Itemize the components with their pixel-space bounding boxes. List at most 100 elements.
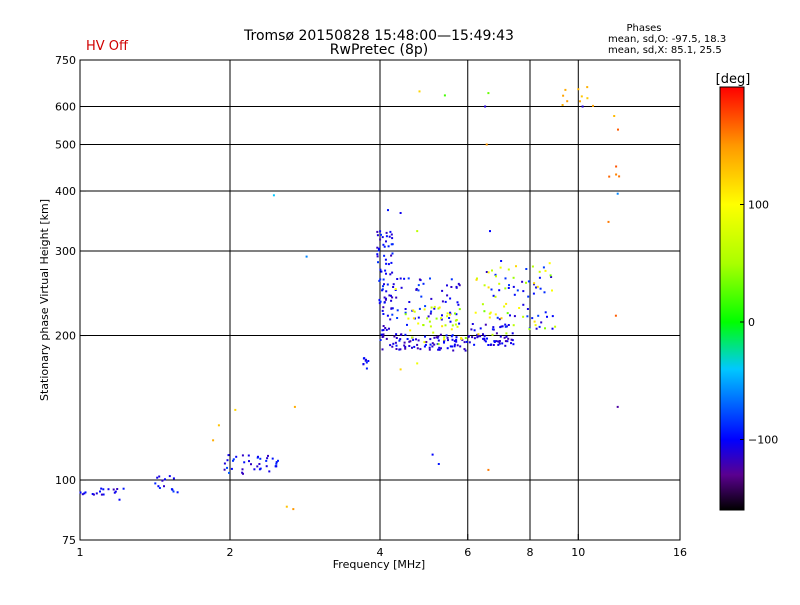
data-point [285, 505, 288, 508]
data-point [172, 490, 175, 493]
data-point [455, 340, 458, 343]
data-point [489, 311, 492, 314]
data-point [418, 278, 421, 281]
data-point [223, 462, 226, 465]
data-point [429, 343, 432, 346]
data-point [403, 277, 406, 280]
data-point [404, 346, 407, 348]
data-point [292, 508, 295, 511]
data-point [417, 316, 420, 319]
data-point [534, 324, 537, 327]
data-point [484, 105, 487, 108]
data-point [429, 312, 432, 315]
data-point [446, 347, 449, 350]
data-point [425, 341, 428, 343]
data-point [477, 333, 480, 336]
x-tick-label: 4 [377, 546, 384, 559]
y-axis-ticks: 75 100 200 300 400 500 600 750 [55, 54, 86, 547]
data-point [483, 310, 486, 313]
data-point [455, 336, 458, 339]
data-point [470, 328, 473, 331]
data-point [481, 303, 484, 306]
data-point [463, 348, 466, 351]
data-point [546, 315, 548, 318]
data-point [532, 292, 535, 295]
data-point [449, 311, 452, 314]
data-point [488, 316, 491, 319]
data-point [387, 245, 390, 248]
data-point [406, 338, 409, 340]
chart-title-line2: RwPretec (8p) [330, 42, 428, 58]
data-point [505, 335, 508, 338]
data-point [391, 307, 394, 310]
data-point [521, 280, 524, 283]
colorbar-ticks: 100 0 −100 [740, 199, 778, 447]
data-point [232, 458, 235, 461]
data-point [608, 175, 611, 178]
data-point [515, 265, 517, 268]
data-point [451, 334, 454, 337]
data-point [107, 488, 110, 491]
data-point [483, 284, 486, 287]
data-point [499, 326, 502, 329]
data-point [456, 344, 459, 347]
data-point [433, 343, 436, 346]
data-point [392, 342, 395, 345]
data-point [424, 305, 427, 308]
data-point [383, 245, 386, 248]
data-point [413, 345, 416, 348]
data-point [409, 329, 412, 332]
data-point [265, 465, 268, 468]
data-point [112, 488, 115, 491]
data-point [392, 283, 395, 286]
data-point [379, 268, 382, 271]
data-point [384, 258, 387, 261]
data-point [451, 338, 454, 341]
data-point [417, 322, 420, 325]
data-point [463, 341, 466, 344]
data-point [428, 320, 431, 323]
data-point [242, 472, 244, 475]
data-point [579, 100, 581, 103]
data-point [158, 487, 161, 489]
data-point [429, 325, 432, 328]
data-point [487, 271, 490, 274]
data-point [388, 294, 391, 297]
data-point [544, 327, 546, 330]
data-point [379, 339, 382, 341]
data-point [382, 329, 385, 331]
data-point [253, 468, 256, 471]
data-point [408, 340, 411, 343]
data-point [259, 467, 262, 470]
data-point [449, 313, 451, 316]
data-point [418, 307, 421, 310]
data-point [430, 306, 433, 309]
data-point [168, 475, 171, 478]
data-point [424, 343, 427, 346]
data-point [399, 212, 402, 214]
data-point [498, 318, 501, 321]
data-point [533, 283, 535, 286]
data-point [389, 344, 392, 347]
data-point [393, 335, 396, 338]
data-point [580, 95, 583, 98]
data-point [492, 344, 495, 346]
x-axis-label: Frequency [MHz] [333, 558, 425, 571]
data-point [485, 143, 488, 146]
data-point [448, 317, 451, 319]
data-point [391, 313, 394, 316]
data-point [484, 340, 487, 343]
data-point [391, 243, 394, 246]
data-point [385, 337, 388, 340]
data-point [382, 285, 384, 288]
data-point [495, 275, 497, 278]
x-tick-label: 8 [527, 546, 534, 559]
data-point [365, 361, 368, 364]
data-point [102, 488, 105, 491]
data-point [455, 338, 458, 341]
data-point [531, 317, 534, 320]
data-point [113, 491, 116, 494]
data-point [505, 302, 508, 305]
data-point [501, 325, 504, 328]
data-point [275, 461, 278, 464]
